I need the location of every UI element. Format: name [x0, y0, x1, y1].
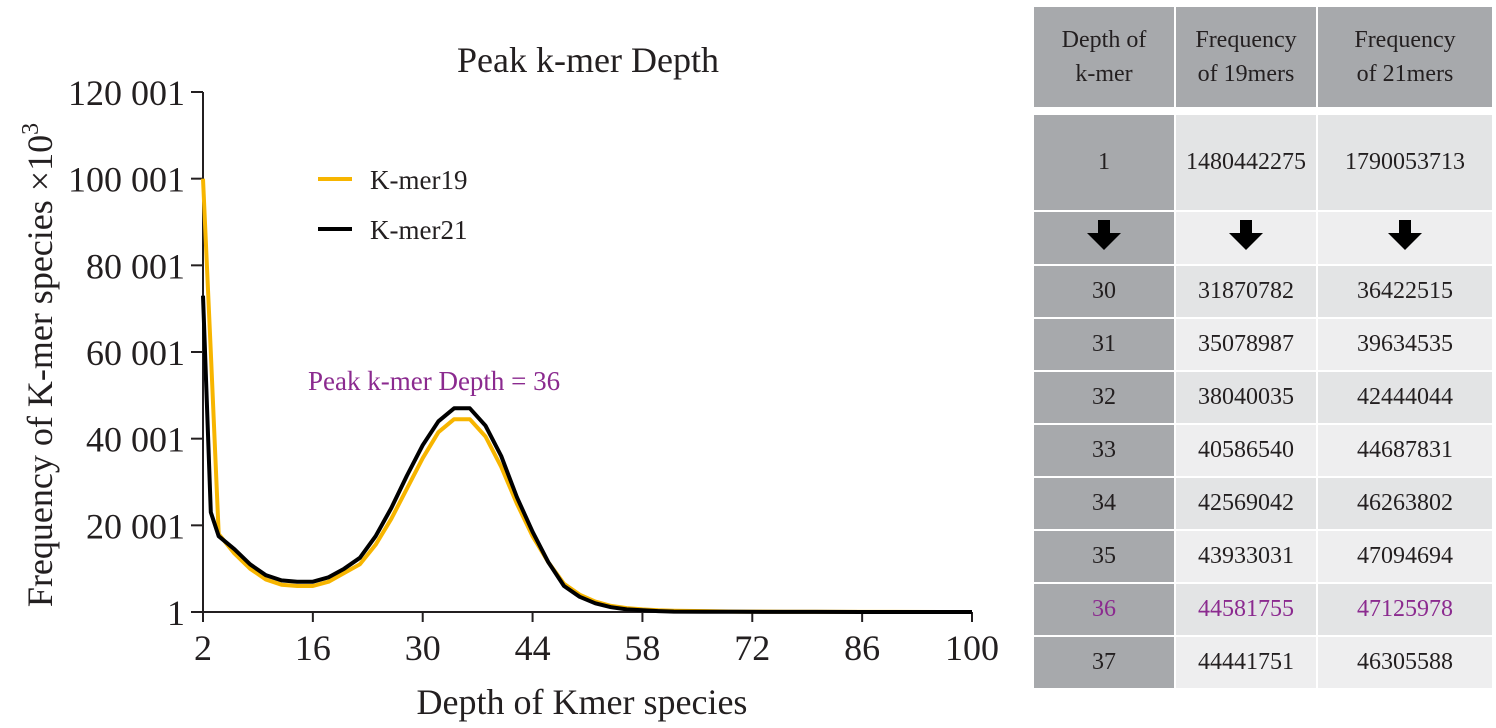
- y-tick-label: 80 001: [86, 246, 185, 286]
- freq21-cell: 47094694: [1316, 529, 1494, 584]
- ellipsis-arrow-row: [1032, 210, 1494, 266]
- x-tick-label: 58: [624, 628, 660, 668]
- table-row: 37 44441751 46305588: [1032, 635, 1494, 690]
- table-row: 35 43933031 47094694: [1032, 529, 1494, 584]
- table-row: 32 38040035 42444044: [1032, 370, 1494, 425]
- legend-label-kmer21: K-mer21: [370, 215, 467, 245]
- x-tick-label: 86: [844, 628, 880, 668]
- freq19-cell: 31870782: [1174, 264, 1318, 319]
- arrow-down-icon: [1229, 219, 1263, 250]
- depth-cell: 31: [1032, 317, 1176, 372]
- freq19-cell: 44581755: [1174, 582, 1318, 637]
- depth-cell: 37: [1032, 635, 1176, 690]
- series-lines: [201, 178, 972, 614]
- freq21-cell: 46305588: [1316, 635, 1494, 690]
- y-axis-label: Frequency of K-mer species ×103: [18, 123, 60, 607]
- y-tick-label: 40 001: [86, 420, 185, 460]
- table-row: 30 31870782 36422515: [1032, 264, 1494, 319]
- freq19-cell: 1480442275: [1174, 113, 1318, 212]
- freq19-cell: 35078987: [1174, 317, 1318, 372]
- depth-cell: 36: [1032, 582, 1176, 637]
- y-axis-label-text: Frequency of K-mer species ×10: [20, 135, 60, 607]
- y-tick-label: 120 001: [68, 73, 185, 113]
- svg-text:Frequency of K-mer species ×10: Frequency of K-mer species ×103: [18, 123, 60, 607]
- legend-label-kmer19: K-mer19: [370, 165, 467, 195]
- freq19-cell: 38040035: [1174, 370, 1318, 425]
- table-row: 36 44581755 47125978: [1032, 582, 1494, 637]
- freq21-cell: 36422515: [1316, 264, 1494, 319]
- x-tick-label: 72: [734, 628, 770, 668]
- x-ticks: 2 16 30 44 58 72 86 100: [194, 612, 999, 668]
- freq19-cell: 40586540: [1174, 423, 1318, 478]
- x-tick-label: 100: [945, 628, 999, 668]
- freq21-cell: 46263802: [1316, 476, 1494, 531]
- x-tick-label: 30: [405, 628, 441, 668]
- legend: K-mer19 K-mer21: [318, 165, 467, 245]
- table-row: 33 40586540 44687831: [1032, 423, 1494, 478]
- header-freq-21mers: Frequency of 21mers: [1316, 5, 1494, 109]
- freq21-cell: 44687831: [1316, 423, 1494, 478]
- freq19-cell: 42569042: [1174, 476, 1318, 531]
- depth-cell: 34: [1032, 476, 1176, 531]
- depth-cell: 32: [1032, 370, 1176, 425]
- x-tick-label: 2: [194, 628, 212, 668]
- freq19-cell: 43933031: [1174, 529, 1318, 584]
- x-tick-label: 16: [295, 628, 331, 668]
- freq21-cell: 1790053713: [1316, 113, 1494, 212]
- depth-cell: 1: [1032, 113, 1176, 212]
- x-tick-label: 44: [515, 628, 551, 668]
- table-header-row: Depth of k-mer Frequency of 19mers Frequen…: [1032, 5, 1494, 109]
- depth-cell: 35: [1032, 529, 1176, 584]
- chart-title: Peak k-mer Depth: [457, 40, 719, 80]
- y-tick-label: 100 001: [68, 160, 185, 200]
- x-axis-label: Depth of Kmer species: [417, 682, 748, 722]
- line-chart: Peak k-mer Depth Frequency of K-mer spec…: [18, 40, 999, 722]
- y-tick-label: 1: [167, 593, 185, 633]
- table-row: 1 1480442275 1790053713: [1032, 113, 1494, 212]
- table-body: 30 31870782 36422515 31 35078987 39634535 32 38…: [1032, 264, 1494, 690]
- freq19-cell: 44441751: [1174, 635, 1318, 690]
- y-tick-label: 60 001: [86, 333, 185, 373]
- peak-annotation: Peak k-mer Depth = 36: [308, 366, 560, 396]
- series-line-kmer21: [201, 295, 972, 614]
- freq21-cell: 39634535: [1316, 317, 1494, 372]
- kmer-depth-table: Depth of k-mer Frequency of 19mers Frequen…: [1032, 5, 1494, 690]
- table-row: 31 35078987 39634535: [1032, 317, 1494, 372]
- arrow-down-icon: [1388, 219, 1422, 250]
- axes: [202, 92, 972, 613]
- table-row: 34 42569042 46263802: [1032, 476, 1494, 531]
- header-freq-19mers: Frequency of 19mers: [1174, 5, 1318, 109]
- depth-cell: 33: [1032, 423, 1176, 478]
- freq21-cell: 47125978: [1316, 582, 1494, 637]
- arrow-down-icon: [1087, 219, 1121, 250]
- depth-cell: 30: [1032, 264, 1176, 319]
- header-depth: Depth of k-mer: [1032, 5, 1176, 109]
- freq21-cell: 42444044: [1316, 370, 1494, 425]
- y-axis-label-superscript: 3: [18, 123, 44, 135]
- y-tick-label: 20 001: [86, 506, 185, 546]
